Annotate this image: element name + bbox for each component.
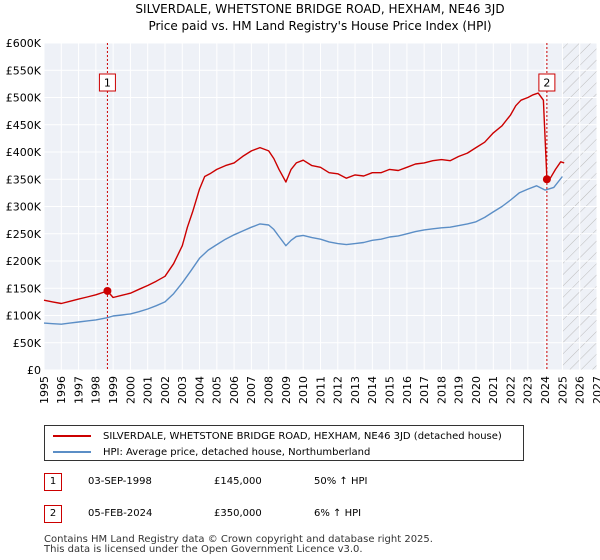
y-tick-label: £200K — [6, 255, 42, 268]
x-tick-label: 1996 — [55, 376, 68, 404]
sale-1-point — [103, 286, 112, 295]
x-tick-label: 2013 — [349, 376, 362, 404]
y-tick-label: £50K — [13, 337, 42, 350]
chart-title: SILVERDALE, WHETSTONE BRIDGE ROAD, HEXHA… — [135, 2, 504, 16]
transaction-marker-1: 1 — [44, 473, 62, 491]
sale-2-label: 2 — [543, 77, 550, 90]
x-tick-label: 2000 — [124, 376, 137, 404]
x-tick-label: 2003 — [176, 376, 189, 404]
transaction-hpi-change: 50% ↑ HPI — [314, 476, 368, 487]
x-tick-label: 2015 — [383, 376, 396, 404]
y-tick-label: £100K — [6, 310, 42, 323]
price-chart: SILVERDALE, WHETSTONE BRIDGE ROAD, HEXHA… — [6, 2, 600, 404]
x-tick-label: 2006 — [228, 376, 241, 404]
x-tick-label: 2024 — [539, 376, 552, 404]
sale-2-label-box — [538, 73, 556, 92]
x-tick-label: 2020 — [470, 376, 483, 404]
transaction-price: £350,000 — [214, 508, 262, 519]
x-tick-label: 2026 — [574, 376, 587, 404]
footer-attribution: Contains HM Land Registry data © Crown c… — [44, 535, 433, 555]
x-tick-label: 2025 — [556, 376, 569, 404]
x-tick-label: 2014 — [366, 376, 379, 404]
sale-1-label: 1 — [104, 77, 111, 90]
x-tick-label: 2012 — [332, 376, 345, 404]
x-tick-label: 2008 — [263, 376, 276, 404]
legend-swatch-property — [53, 435, 91, 437]
y-tick-label: £500K — [6, 92, 42, 105]
legend-label-property: SILVERDALE, WHETSTONE BRIDGE ROAD, HEXHA… — [103, 430, 502, 442]
legend-label-hpi: HPI: Average price, detached house, Nort… — [103, 446, 371, 458]
y-tick-label: £600K — [6, 37, 42, 50]
hpi-line — [43, 176, 563, 325]
y-tick-label: £300K — [6, 201, 42, 214]
x-tick-label: 1997 — [72, 376, 85, 404]
footer-line-licence: This data is licensed under the Open Gov… — [44, 544, 363, 555]
legend-swatch-hpi — [53, 451, 91, 453]
legend: SILVERDALE, WHETSTONE BRIDGE ROAD, HEXHA… — [44, 425, 524, 461]
x-tick-label: 2019 — [453, 376, 466, 404]
sale-1-label-box — [98, 73, 116, 92]
x-tick-label: 2017 — [418, 376, 431, 404]
x-tick-label: 2005 — [211, 376, 224, 404]
x-tick-label: 2021 — [487, 376, 500, 404]
chart-subtitle: Price paid vs. HM Land Registry's House … — [148, 19, 491, 33]
x-tick-label: 2016 — [401, 376, 414, 404]
x-tick-label: 2018 — [435, 376, 448, 404]
x-tick-label: 1998 — [90, 376, 103, 404]
x-tick-label: 2007 — [245, 376, 258, 404]
property-price-line — [43, 92, 565, 305]
y-tick-label: £550K — [6, 64, 42, 77]
x-tick-label: 2022 — [504, 376, 517, 404]
transaction-hpi-change: 6% ↑ HPI — [314, 508, 362, 519]
y-tick-label: £0 — [27, 364, 41, 377]
y-tick-label: £250K — [6, 228, 42, 241]
legend-item-property: SILVERDALE, WHETSTONE BRIDGE ROAD, HEXHA… — [53, 428, 502, 444]
sale-2-point — [542, 175, 551, 184]
x-tick-label: 2027 — [591, 376, 600, 404]
y-tick-label: £450K — [6, 119, 42, 132]
x-tick-label: 2001 — [142, 376, 155, 404]
transaction-date: 03-SEP-1998 — [88, 476, 152, 487]
transaction-price: £145,000 — [214, 476, 262, 487]
footer-line-copyright: Contains HM Land Registry data © Crown c… — [44, 534, 433, 545]
x-tick-label: 1999 — [107, 376, 120, 404]
y-tick-label: £350K — [6, 173, 42, 186]
x-tick-label: 2009 — [280, 376, 293, 404]
x-tick-label: 2010 — [297, 376, 310, 404]
x-tick-label: 2023 — [522, 376, 535, 404]
transaction-marker-2: 2 — [44, 505, 62, 523]
x-tick-label: 2011 — [314, 376, 327, 404]
legend-item-hpi: HPI: Average price, detached house, Nort… — [53, 444, 370, 460]
y-tick-label: £400K — [6, 146, 42, 159]
y-tick-label: £150K — [6, 282, 42, 295]
x-tick-label: 2004 — [193, 376, 206, 404]
x-tick-label: 2002 — [159, 376, 172, 404]
x-tick-label: 1995 — [38, 376, 51, 404]
transaction-date: 05-FEB-2024 — [88, 508, 153, 519]
